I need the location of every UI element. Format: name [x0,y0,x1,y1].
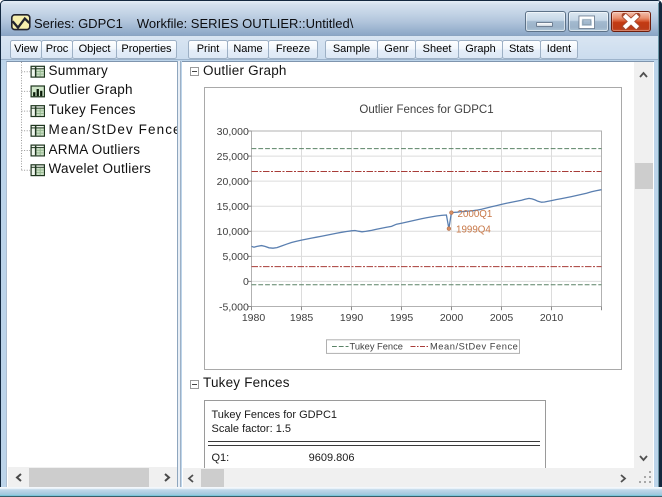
svg-text:Mean/StDev Fence: Mean/StDev Fence [430,342,518,352]
svg-text:2005: 2005 [489,312,513,324]
svg-text:1999Q4: 1999Q4 [456,224,491,235]
svg-text:2010: 2010 [539,312,563,324]
svg-text:20,000: 20,000 [216,176,248,188]
svg-text:1985: 1985 [289,312,313,324]
svg-text:1990: 1990 [339,312,363,324]
svg-text:1980: 1980 [241,312,265,324]
svg-text:15,000: 15,000 [216,201,248,213]
svg-text:Outlier Fences for GDPC1: Outlier Fences for GDPC1 [359,104,493,116]
svg-text:Tukey Fence: Tukey Fence [349,342,402,352]
svg-text:2000: 2000 [439,312,463,324]
svg-text:1995: 1995 [389,312,413,324]
svg-text:10,000: 10,000 [216,226,248,238]
svg-text:0: 0 [242,276,248,288]
svg-text:-5,000: -5,000 [219,301,249,313]
svg-text:25,000: 25,000 [216,151,248,163]
svg-text:30,000: 30,000 [216,126,248,138]
svg-text:5,000: 5,000 [222,251,248,263]
svg-text:2000Q1: 2000Q1 [457,209,492,220]
